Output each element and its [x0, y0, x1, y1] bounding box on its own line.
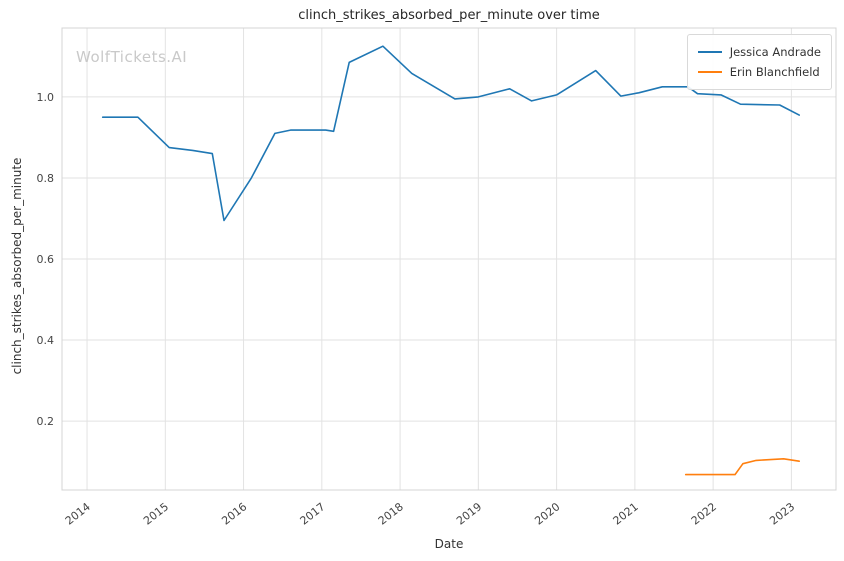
y-tick-label: 0.4: [37, 334, 55, 347]
x-tick-label: 2019: [454, 500, 484, 527]
legend-label-erin-blanchfield: Erin Blanchfield: [729, 65, 820, 79]
x-tick-label: 2014: [63, 500, 93, 527]
x-tick-label: 2022: [689, 500, 719, 527]
legend-label-jessica-andrade: Jessica Andrade: [729, 45, 821, 59]
legend-item-jessica-andrade: Jessica Andrade: [697, 42, 821, 62]
watermark: WolfTickets.AI: [76, 48, 188, 66]
y-tick-label: 0.6: [37, 253, 55, 266]
legend-item-erin-blanchfield: Erin Blanchfield: [697, 62, 821, 82]
y-axis-label: clinch_strikes_absorbed_per_minute: [10, 157, 24, 375]
x-tick-label: 2023: [767, 500, 797, 527]
series-line-erin-blanchfield: [684, 457, 801, 476]
x-tick-label: 2018: [376, 500, 406, 527]
y-tick-label: 1.0: [37, 91, 55, 104]
chart-title: clinch_strikes_absorbed_per_minute over …: [298, 8, 600, 23]
x-axis-label: Date: [434, 537, 464, 551]
legend: Jessica Andrade Erin Blanchfield: [686, 34, 832, 90]
x-tick-label: 2017: [298, 500, 328, 527]
x-tick-label: 2020: [532, 500, 562, 527]
y-tick-label: 0.2: [37, 415, 55, 428]
plot-border: [61, 27, 837, 491]
x-tick-label: 2016: [219, 500, 249, 527]
x-tick-label: 2015: [141, 500, 171, 527]
y-tick-label: 0.8: [37, 172, 55, 185]
legend-line-swatch-jessica-andrade: [697, 51, 722, 53]
x-tick-label: 2021: [611, 500, 641, 527]
legend-line-swatch-erin-blanchfield: [697, 71, 722, 73]
